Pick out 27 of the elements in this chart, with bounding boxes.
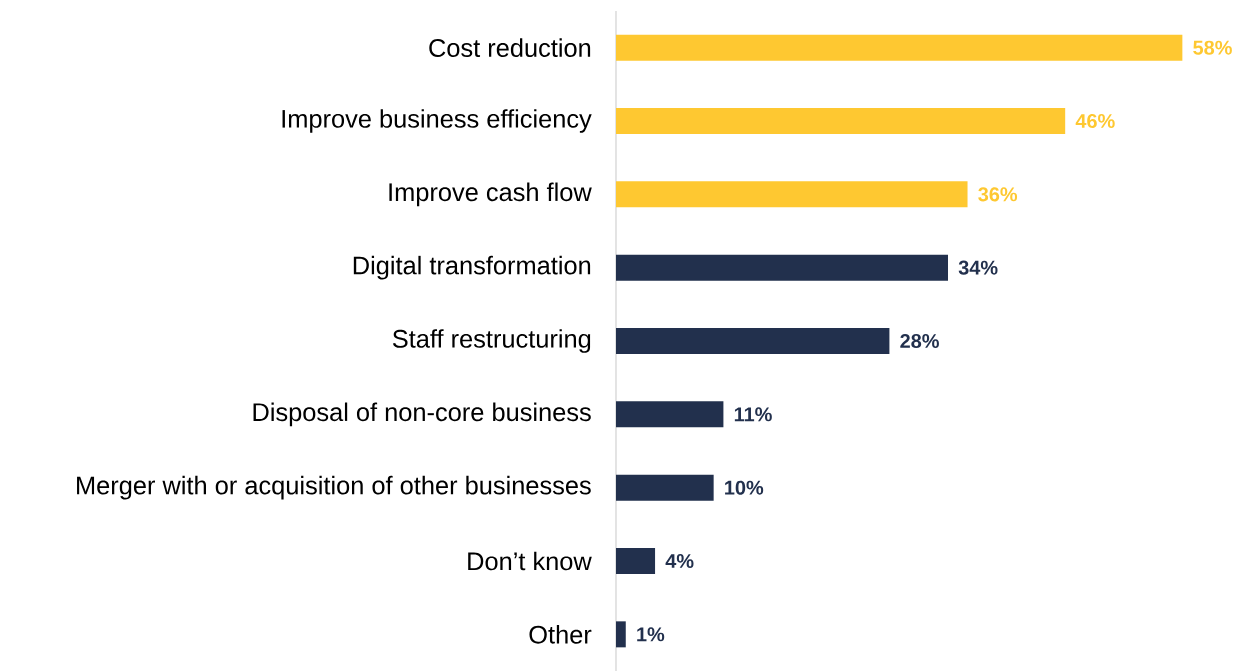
y-tick-label: Improve business efficiency [282,109,592,133]
y-tick-label: Merger with or acquisition of other businesses [77,475,591,500]
data-label: 1% [637,627,665,642]
y-tick-label: Staff restructuring [392,329,591,353]
y-tick-label: Don’t know [468,551,592,571]
bar [615,108,1066,135]
y-tick-label: Improve cash flow [389,182,592,207]
data-label: 28% [900,333,939,349]
bar [615,621,626,648]
y-tick-label: Cost reduction [429,38,591,58]
data-label: 11% [734,407,772,422]
data-label: 34% [958,260,998,275]
data-label: 46% [1075,113,1115,129]
data-label: 4% [665,554,694,569]
bar [615,34,1183,61]
y-tick-label: Digital transformation [353,255,591,280]
bar [615,254,948,281]
y-tick-label: Disposal of non-core business [253,402,591,427]
data-label: 36% [978,187,1018,202]
bar [615,401,724,428]
bar [615,474,714,501]
bar [615,548,656,575]
data-label: 58% [1193,40,1232,55]
data-label: 10% [725,480,764,495]
bar [615,328,890,355]
bar [615,181,968,208]
y-tick-label: Other [529,625,592,644]
